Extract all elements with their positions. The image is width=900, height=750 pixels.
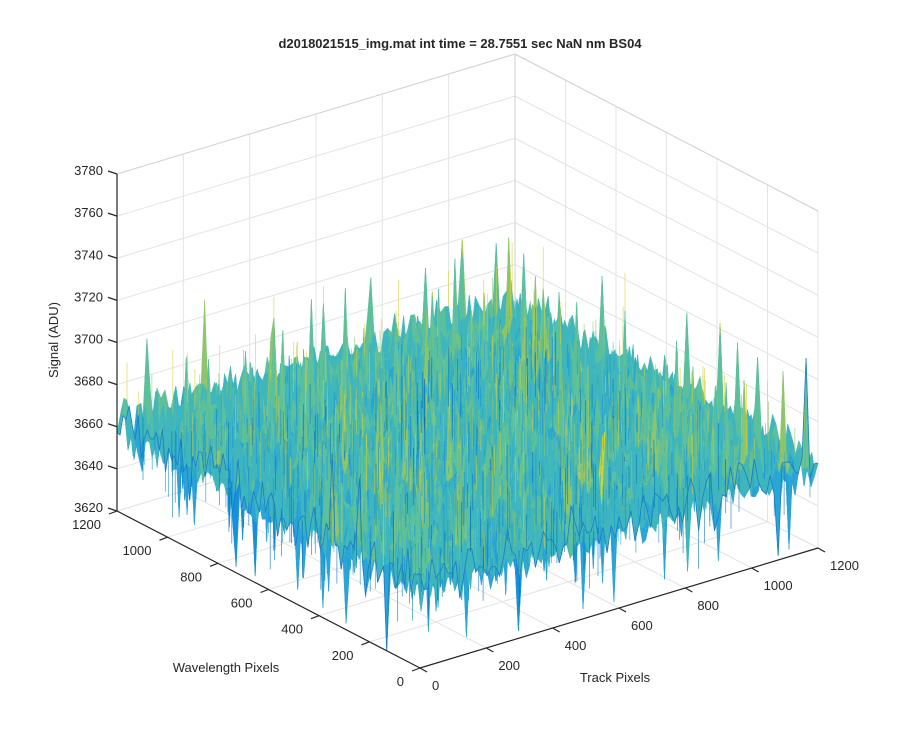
right-wall-grid-line-z <box>514 179 819 338</box>
left-wall-top-edge <box>116 53 516 175</box>
left-wall-grid-line-z <box>116 222 516 343</box>
left-wall-grid-line-z <box>116 179 516 301</box>
right-wall-grid-line-z <box>514 222 819 380</box>
right-wall-grid-line-z <box>514 95 819 254</box>
left-wall-grid-line-z <box>116 95 516 217</box>
right-wall-top-edge <box>514 53 819 212</box>
surface-mesh <box>116 237 819 651</box>
floor-grid-line-y <box>369 521 768 643</box>
right-wall-grid-line-z <box>514 137 819 296</box>
left-wall-grid-line-z <box>116 137 516 259</box>
